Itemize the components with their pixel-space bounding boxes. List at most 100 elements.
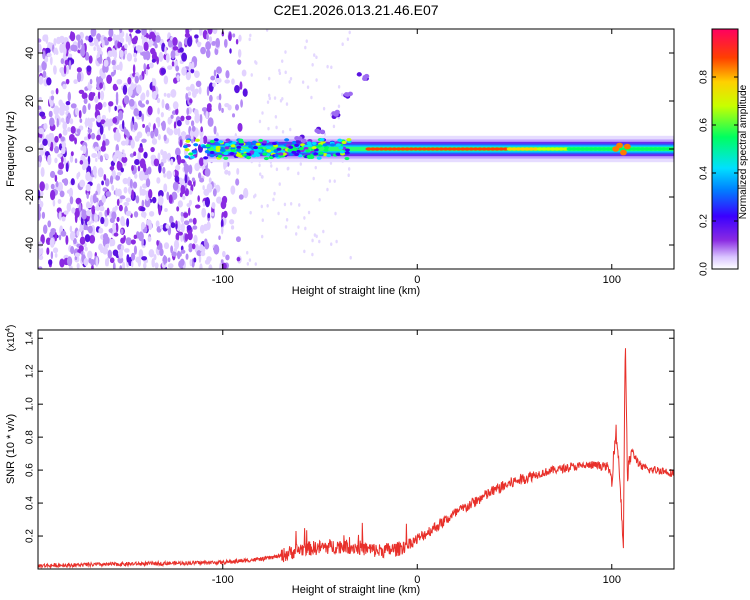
noise-speckle (171, 61, 175, 67)
snr-x-tick-label: 0 (414, 574, 420, 586)
noise-speckle (148, 222, 153, 231)
noise-speckle (99, 53, 103, 65)
noise-speckle (147, 236, 152, 242)
noise-speckle (84, 234, 91, 243)
noise-speckle (162, 150, 168, 161)
noise-speckle (98, 211, 103, 219)
noise-speckle (132, 64, 136, 74)
noise-speckle (104, 121, 110, 127)
noise-speckle (220, 199, 227, 210)
noise-speckle (313, 53, 316, 57)
ridge-blob (284, 138, 290, 142)
noise-speckle (123, 186, 128, 194)
noise-speckle (153, 158, 160, 167)
noise-speckle (86, 192, 89, 199)
noise-speckle (220, 218, 224, 229)
noise-speckle (44, 183, 49, 191)
noise-speckle (156, 240, 159, 246)
noise-speckle (258, 119, 262, 124)
noise-speckle (89, 234, 96, 244)
noise-speckle (295, 232, 298, 236)
noise-speckle (214, 77, 220, 84)
noise-speckle (239, 81, 243, 90)
noise-speckle (150, 146, 155, 153)
noise-speckle (216, 196, 222, 204)
noise-speckle (69, 196, 74, 205)
noise-speckle (313, 233, 317, 237)
noise-speckle (65, 235, 69, 245)
ridge-blob (249, 150, 255, 154)
noise-speckle (101, 180, 104, 186)
noise-speckle (38, 75, 44, 85)
noise-speckle (170, 114, 174, 119)
noise-speckle (106, 207, 110, 216)
noise-speckle (98, 47, 102, 53)
noise-speckle (83, 257, 89, 267)
noise-speckle (151, 138, 158, 145)
ridge-blob (218, 140, 224, 144)
ridge-blob (236, 148, 242, 152)
noise-speckle (112, 34, 117, 42)
noise-speckle (258, 163, 261, 168)
noise-speckle (140, 188, 147, 196)
disturbance-blob (620, 149, 627, 156)
noise-speckle (330, 242, 333, 246)
noise-speckle (212, 29, 218, 35)
noise-speckle (92, 193, 97, 204)
noise-speckle (63, 45, 67, 56)
noise-speckle (189, 98, 193, 104)
noise-speckle (172, 101, 179, 110)
noise-speckle (91, 92, 96, 97)
noise-speckle (177, 155, 182, 165)
snr-y-tick-label: 0.6 (25, 463, 36, 477)
ridge-blob (209, 154, 215, 158)
noise-speckle (82, 144, 87, 154)
noise-speckle (298, 203, 301, 207)
spectrogram-y-tick-label: 0 (24, 146, 36, 152)
noise-speckle (83, 98, 88, 104)
noise-speckle (206, 106, 212, 113)
noise-speckle (94, 95, 99, 103)
noise-speckle (303, 216, 306, 220)
noise-speckle (58, 35, 65, 44)
noise-speckle (299, 162, 302, 166)
noise-speckle (49, 237, 55, 248)
noise-speckle (62, 121, 68, 131)
ridge-blob (291, 150, 297, 154)
noise-speckle (128, 29, 134, 33)
noise-speckle (223, 210, 228, 219)
noise-speckle (246, 250, 249, 255)
noise-speckle (111, 48, 116, 57)
noise-speckle (105, 155, 109, 160)
noise-speckle (49, 146, 53, 151)
noise-speckle (140, 221, 146, 230)
noise-speckle (174, 147, 181, 157)
ridge-blob (329, 143, 335, 147)
noise-speckle (174, 175, 180, 183)
noise-speckle (88, 257, 92, 264)
noise-speckle (48, 259, 53, 266)
noise-speckle (133, 211, 139, 218)
noise-speckle (108, 101, 114, 107)
noise-speckle (81, 92, 88, 100)
noise-speckle (112, 117, 118, 124)
noise-speckle (87, 203, 93, 209)
noise-speckle (160, 162, 164, 167)
noise-speckle (167, 40, 173, 48)
noise-speckle (68, 133, 75, 142)
noise-speckle (80, 146, 84, 151)
noise-speckle (38, 105, 42, 110)
noise-speckle (93, 37, 97, 43)
ridge-blob (268, 155, 274, 160)
noise-speckle (172, 181, 179, 191)
noise-speckle (234, 84, 240, 94)
noise-speckle (192, 217, 197, 225)
noise-speckle (70, 103, 77, 109)
noise-speckle (166, 93, 171, 98)
noise-speckle (58, 234, 62, 241)
noise-speckle (96, 134, 101, 141)
noise-speckle (149, 31, 156, 39)
noise-speckle (205, 49, 211, 59)
noise-speckle (52, 247, 59, 254)
noise-speckle (337, 85, 341, 89)
